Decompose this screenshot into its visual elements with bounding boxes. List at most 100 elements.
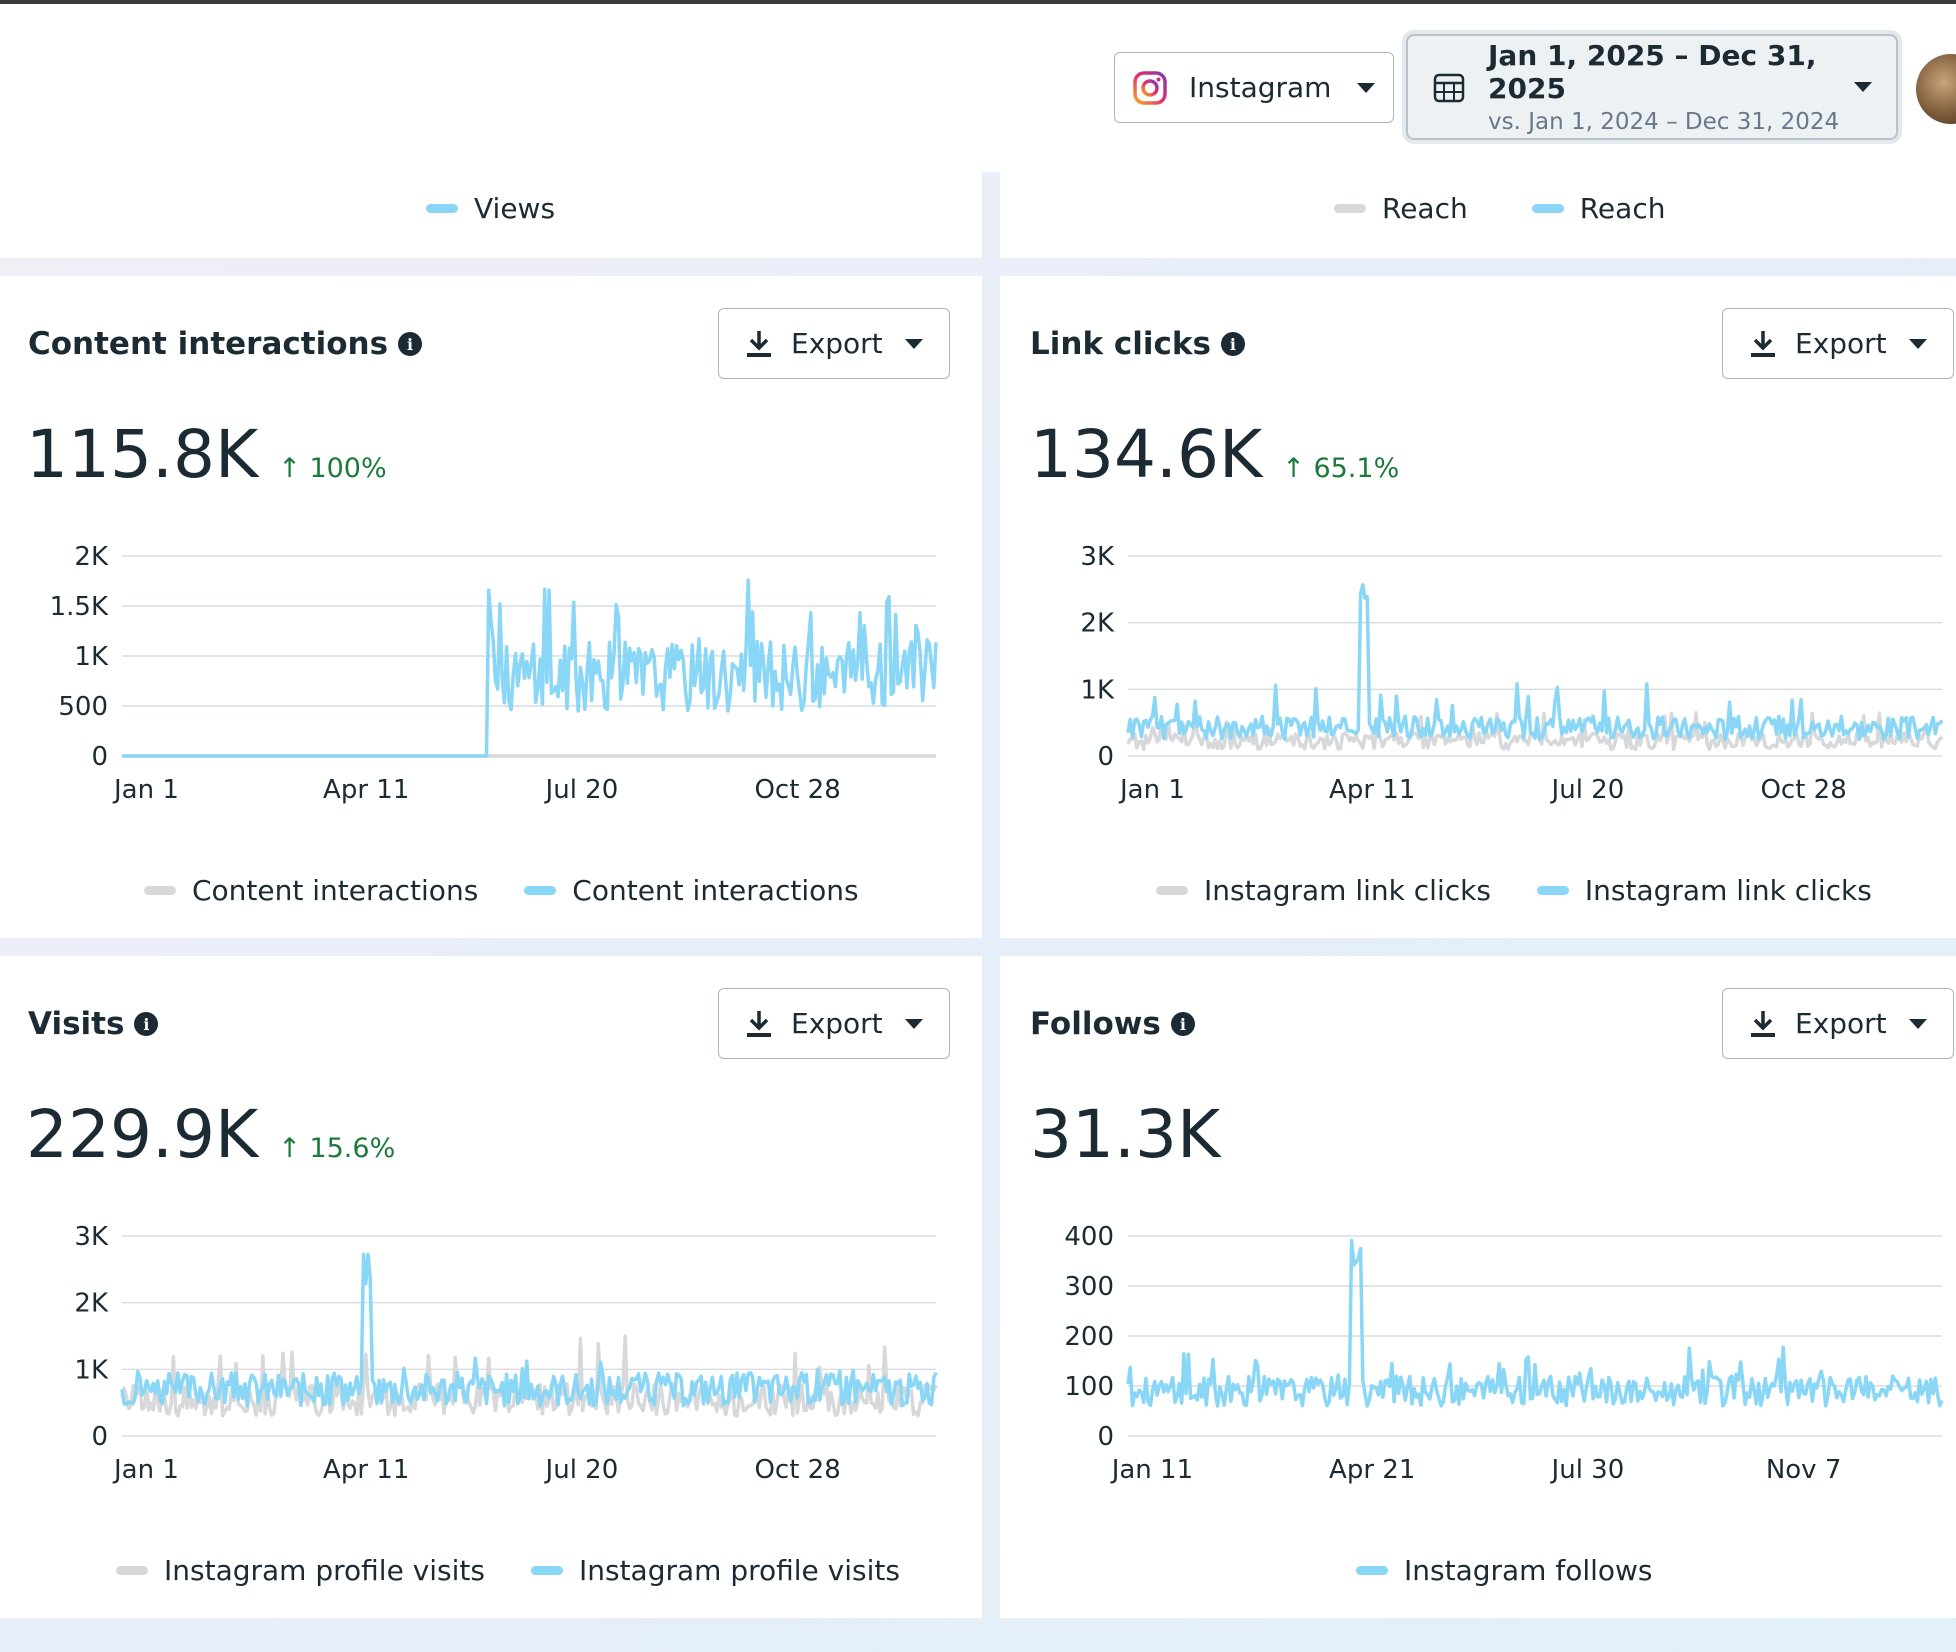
x-tick-label: Jan 1 — [112, 775, 179, 805]
content-interactions-card: Content interactions i Export 115.8K ↑ 1… — [0, 276, 982, 938]
metric-change: ↑ 100% — [278, 453, 387, 484]
legend-label: Reach — [1382, 192, 1468, 225]
metric-value: 31.3K — [1030, 1096, 1221, 1173]
legend-label: Views — [474, 192, 556, 225]
y-tick-label: 2K — [74, 542, 109, 572]
export-button[interactable]: Export — [718, 988, 950, 1059]
chevron-down-icon — [1909, 1018, 1927, 1029]
y-tick-label: 1K — [74, 1355, 109, 1385]
info-icon[interactable]: i — [1220, 332, 1245, 356]
y-tick-label: 3K — [1080, 542, 1115, 572]
export-button[interactable]: Export — [718, 308, 950, 379]
y-tick-label: 1.5K — [50, 592, 109, 622]
card-title: Content interactions i — [28, 326, 423, 362]
reach-card-bottom: Reach Reach — [1000, 172, 1956, 258]
link-clicks-chart: 0 1K 2K 3K Jan 1 Apr 11 Jul 20 Oct 28 — [1080, 542, 1944, 805]
legend-swatch — [1531, 204, 1564, 213]
download-icon — [1751, 330, 1775, 357]
series-line-current — [1126, 583, 1944, 742]
content-interactions-chart: 0 500 1K 1.5K 2K Jan 1 Apr 11 Jul 20 Oct 28 — [50, 542, 938, 805]
chevron-down-icon — [905, 1018, 923, 1029]
link-clicks-card: Link clicks i Export 134.6K ↑ 65.1% 0 1K 2… — [1000, 276, 1956, 938]
legend-swatch — [426, 204, 458, 213]
legend-label: Instagram follows — [1404, 1554, 1653, 1587]
metric: 229.9K ↑ 15.6% — [26, 1096, 395, 1173]
metric-value: 134.6K — [1030, 416, 1263, 493]
x-tick-label: Apr 11 — [1329, 775, 1415, 805]
export-label: Export — [791, 327, 883, 360]
y-tick-label: 0 — [1097, 742, 1114, 772]
date-range-label: Jan 1, 2025 – Dec 31, 2025 — [1488, 39, 1817, 105]
y-tick-label: 400 — [1064, 1222, 1114, 1252]
export-label: Export — [1795, 1007, 1887, 1040]
info-icon[interactable]: i — [134, 1012, 159, 1036]
card-title-text: Visits — [28, 1006, 125, 1042]
info-icon[interactable]: i — [1170, 1012, 1195, 1036]
x-tick-label: Oct 28 — [754, 1455, 840, 1485]
export-label: Export — [1795, 327, 1887, 360]
legend-item: Instagram follows — [1356, 1554, 1653, 1587]
y-tick-label: 2K — [74, 1289, 109, 1319]
y-tick-label: 0 — [91, 742, 108, 772]
y-tick-label: 0 — [91, 1422, 108, 1452]
export-label: Export — [791, 1007, 883, 1040]
metric-change: ↑ 65.1% — [1282, 453, 1400, 484]
instagram-icon — [1133, 70, 1167, 105]
legend-item: Instagram link clicks — [1156, 874, 1491, 907]
chart-legend: Instagram link clicks Instagram link cli… — [1156, 874, 1918, 907]
calendar-icon — [1433, 73, 1465, 103]
info-icon[interactable]: i — [398, 332, 423, 356]
download-icon — [1751, 1010, 1775, 1037]
export-button[interactable]: Export — [1722, 308, 1954, 379]
metric-value: 115.8K — [26, 416, 259, 493]
y-tick-label: 3K — [74, 1222, 109, 1252]
x-tick-label: Apr 11 — [323, 1455, 409, 1485]
chevron-down-icon — [1909, 338, 1927, 349]
y-tick-label: 1K — [1080, 675, 1115, 705]
legend-label: Content interactions — [572, 874, 859, 907]
series-line-current — [122, 578, 938, 758]
follows-chart: 0 100 200 300 400 Jan 11 Apr 21 Jul 30 Nov 7 — [1064, 1222, 1944, 1485]
x-tick-label: Jan 11 — [1110, 1455, 1193, 1485]
window-top-border — [0, 0, 1956, 4]
metric: 115.8K ↑ 100% — [26, 416, 387, 493]
legend-item: Reach — [1531, 192, 1665, 225]
x-tick-label: Apr 11 — [323, 775, 409, 805]
platform-dropdown[interactable]: Instagram — [1114, 52, 1394, 123]
x-tick-label: Oct 28 — [754, 775, 840, 805]
legend-label: Instagram link clicks — [1584, 874, 1872, 907]
legend-swatch — [1536, 886, 1569, 895]
card-title: Link clicks i — [1030, 326, 1245, 362]
visits-card: Visits i Export 229.9K ↑ 15.6% 0 1K 2K 3K Ja… — [0, 956, 982, 1618]
x-tick-label: Apr 21 — [1329, 1455, 1415, 1485]
legend-item: Content interactions — [524, 874, 859, 907]
card-title: Visits i — [28, 1006, 159, 1042]
download-icon — [747, 330, 771, 357]
x-tick-label: Jul 20 — [544, 775, 619, 805]
legend-label: Instagram link clicks — [1204, 874, 1491, 907]
metric: 134.6K ↑ 65.1% — [1030, 416, 1399, 493]
legend-label: Instagram profile visits — [164, 1554, 485, 1587]
y-tick-label: 2K — [1080, 609, 1115, 639]
date-range-picker[interactable]: Jan 1, 2025 – Dec 31, 2025 vs. Jan 1, 20… — [1406, 34, 1898, 140]
legend-item: Instagram profile visits — [116, 1554, 485, 1587]
series-line-current — [1126, 1238, 1944, 1408]
y-tick-label: 500 — [58, 692, 108, 722]
legend-swatch — [116, 1566, 148, 1575]
export-button[interactable]: Export — [1722, 988, 1954, 1059]
download-icon — [747, 1010, 771, 1037]
reach-legend: Reach Reach — [1334, 192, 1711, 225]
y-tick-label: 1K — [74, 642, 109, 672]
metric-value: 229.9K — [26, 1096, 259, 1173]
chart-legend: Instagram follows — [1356, 1554, 1699, 1587]
legend-swatch — [1334, 204, 1366, 213]
card-title-text: Link clicks — [1030, 326, 1211, 362]
x-tick-label: Nov 7 — [1766, 1455, 1842, 1485]
legend-swatch — [1356, 1566, 1388, 1575]
legend-swatch — [144, 886, 176, 895]
x-tick-label: Oct 28 — [1760, 775, 1846, 805]
card-title: Follows i — [1030, 1006, 1195, 1042]
x-tick-label: Jul 30 — [1550, 1455, 1625, 1485]
metric-change-value: 15.6% — [309, 1133, 396, 1164]
legend-swatch — [524, 886, 557, 895]
